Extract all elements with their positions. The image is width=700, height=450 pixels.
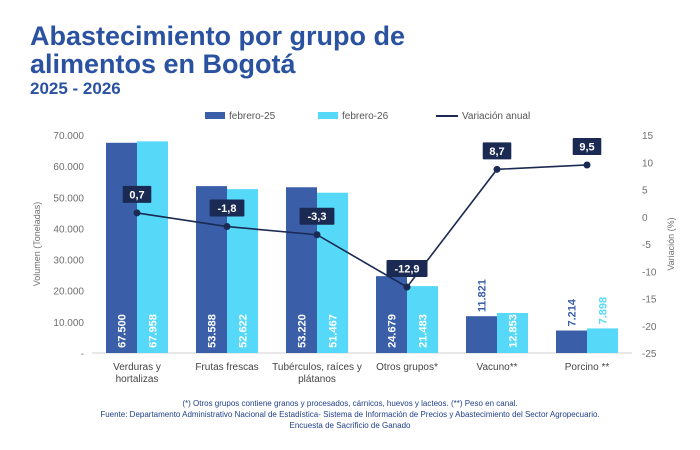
y-tick-label: 50.000	[53, 193, 84, 204]
y-tick-label: 30.000	[53, 256, 84, 267]
variation-point	[403, 283, 411, 291]
y-axis-title: Volumen (Toneladas)	[32, 202, 42, 287]
category-label: Tubérculos, raíces y	[272, 362, 362, 373]
legend-label-variation: Variación anual	[462, 111, 530, 122]
variation-label-box	[209, 199, 245, 217]
variation-point	[223, 223, 231, 231]
category-label: hortalizas	[116, 374, 159, 385]
bar-value-label: 7.214	[567, 298, 579, 326]
bar-value-label: 67.500	[117, 314, 129, 348]
bar-value-label: 67.958	[148, 314, 160, 348]
footnote-survey: Encuesta de Sacrificio de Ganado	[289, 421, 411, 430]
bar-febrero-25	[376, 276, 407, 353]
variation-label: 0,7	[129, 189, 144, 201]
variation-point	[313, 231, 321, 239]
y-tick-label: 10.000	[53, 318, 84, 329]
legend-swatch-feb25	[205, 112, 225, 119]
variation-label: -1,8	[218, 203, 237, 215]
y-tick-label: 60.000	[53, 162, 84, 173]
bar-value-label: 51.467	[328, 314, 340, 348]
bar-value-label: 53.588	[207, 314, 219, 348]
y-tick-label: 40.000	[53, 224, 84, 235]
bar-febrero-25	[556, 330, 587, 353]
variation-label-box	[482, 142, 512, 160]
category-label: Frutas frescas	[195, 362, 258, 373]
bar-value-label: 24.679	[387, 314, 399, 348]
y2-tick-label: 5	[642, 186, 648, 197]
legend-label-feb25: febrero-25	[229, 111, 276, 122]
y2-tick-label: -5	[642, 240, 651, 251]
variation-point	[493, 165, 501, 173]
y-tick-label: 20.000	[53, 287, 84, 298]
category-label: Otros grupos*	[376, 362, 438, 373]
bar-febrero-26	[587, 328, 618, 353]
category-label: Vacuno**	[477, 362, 518, 373]
footnotes: (*) Otros grupos contiene granos y proce…	[0, 398, 700, 431]
category-label: Verduras y	[113, 362, 161, 373]
variation-point	[133, 209, 141, 217]
legend-label-feb26: febrero-26	[342, 111, 389, 122]
bar-febrero-25	[466, 316, 497, 353]
bar-febrero-26	[497, 312, 528, 353]
bar-febrero-25	[106, 142, 137, 353]
supply-chart: - 10.000 20.000 30.000 40.000 50.000 60.000 70.…	[32, 111, 676, 385]
bar-value-label: 21.483	[418, 314, 430, 348]
page-subtitle: 2025 - 2026	[30, 79, 121, 98]
variation-label: 9,5	[579, 141, 594, 153]
footnote-groups: (*) Otros grupos contiene granos y proce…	[182, 399, 518, 408]
variation-label: -12,9	[394, 264, 419, 276]
bar-value-label: 52.622	[238, 314, 250, 348]
bar-value-label: 53.220	[297, 314, 309, 348]
variation-point	[583, 161, 591, 169]
bar-febrero-26	[137, 141, 168, 353]
variation-label-box	[572, 137, 602, 155]
variation-label-box	[386, 260, 428, 278]
category-label: plátanos	[298, 374, 336, 385]
y2-tick-label: -25	[642, 349, 657, 360]
bar-value-label: 12.853	[508, 314, 520, 348]
bar-value-label: 7.898	[598, 297, 610, 325]
y2-tick-label: -10	[642, 267, 657, 278]
footnote-source: Fuente: Departamento Administrativo Naci…	[100, 410, 600, 419]
bar-value-label: 11.821	[477, 279, 489, 312]
variation-label: 8,7	[489, 146, 504, 158]
y2-axis-title: Variación (%)	[666, 217, 676, 270]
y2-tick-label: 15	[642, 131, 654, 142]
legend-swatch-feb26	[318, 112, 338, 119]
y-tick-label: 70.000	[53, 131, 84, 142]
variation-line	[136, 164, 588, 289]
y2-tick-label: 10	[642, 158, 654, 169]
variation-label-box	[122, 185, 152, 203]
y2-tick-label: -20	[642, 322, 657, 333]
y2-tick-label: 0	[642, 213, 648, 224]
variation-label-box	[299, 207, 335, 225]
y-tick-label: -	[81, 349, 84, 360]
variation-label: -3,3	[308, 211, 327, 223]
page-title: Abastecimiento por grupo de alimentos en…	[30, 21, 406, 79]
category-label: Porcino **	[565, 362, 610, 373]
bar-febrero-26	[407, 286, 438, 353]
y2-tick-label: -15	[642, 295, 657, 306]
